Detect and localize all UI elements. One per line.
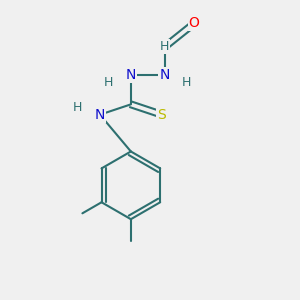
Text: N: N: [160, 68, 170, 82]
Text: N: N: [126, 68, 136, 82]
Text: H: H: [182, 76, 191, 89]
Text: H: H: [160, 40, 169, 53]
Text: N: N: [95, 108, 105, 122]
Text: H: H: [73, 101, 83, 114]
Text: S: S: [158, 108, 166, 122]
Text: O: O: [189, 16, 200, 30]
Text: H: H: [104, 76, 113, 89]
